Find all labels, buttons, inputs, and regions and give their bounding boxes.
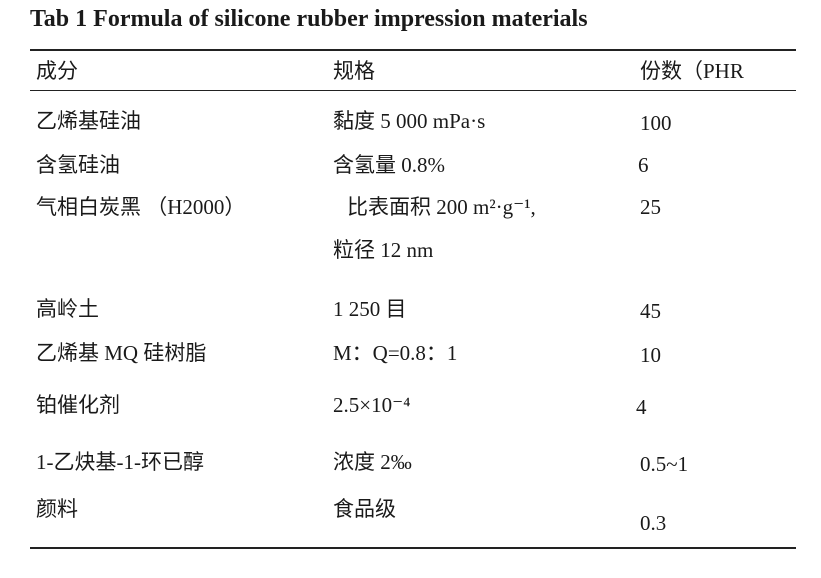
table-title: Tab 1 Formula of silicone rubber impress… (30, 6, 588, 32)
phr-cell: 4 (636, 395, 647, 419)
top-rule (30, 49, 796, 51)
component-cell: 乙烯基硅油 (36, 109, 141, 133)
spec-cell: M：Q=0.8：1 (333, 341, 458, 365)
bottom-rule (30, 547, 796, 549)
header-cell: 份数（PHR (640, 59, 744, 83)
phr-cell: 0.3 (640, 511, 667, 535)
component-cell: 颜料 (36, 497, 78, 521)
phr-cell: 6 (638, 153, 649, 177)
spec-cell: 1 250 目 (333, 297, 407, 321)
spec-cell: 含氢量 0.8% (333, 153, 445, 177)
phr-cell: 45 (640, 299, 661, 323)
phr-cell: 25 (640, 195, 661, 219)
phr-cell: 0.5~1 (640, 452, 689, 476)
header-cell: 规格 (333, 59, 375, 83)
phr-cell: 10 (640, 343, 661, 367)
spec-cell: 粒径 12 nm (333, 238, 434, 262)
spec-cell: 2.5×10⁻⁴ (333, 393, 411, 417)
header-cell: 成分 (36, 59, 78, 83)
component-cell: 含氢硅油 (36, 153, 120, 177)
component-cell: 乙烯基 MQ 硅树脂 (36, 341, 207, 365)
component-cell: 高岭土 (36, 297, 99, 321)
spec-cell: 比表面积 200 m²·g⁻¹, (347, 195, 536, 219)
spec-cell: 黏度 5 000 mPa·s (333, 109, 486, 133)
header-rule (30, 90, 796, 91)
spec-cell: 食品级 (333, 497, 396, 521)
component-cell: 气相白炭黑 （H2000） (36, 195, 246, 219)
phr-cell: 100 (640, 111, 672, 135)
component-cell: 1-乙炔基-1-环已醇 (36, 450, 204, 474)
spec-cell: 浓度 2‰ (333, 450, 412, 474)
component-cell: 铂催化剂 (36, 393, 120, 417)
